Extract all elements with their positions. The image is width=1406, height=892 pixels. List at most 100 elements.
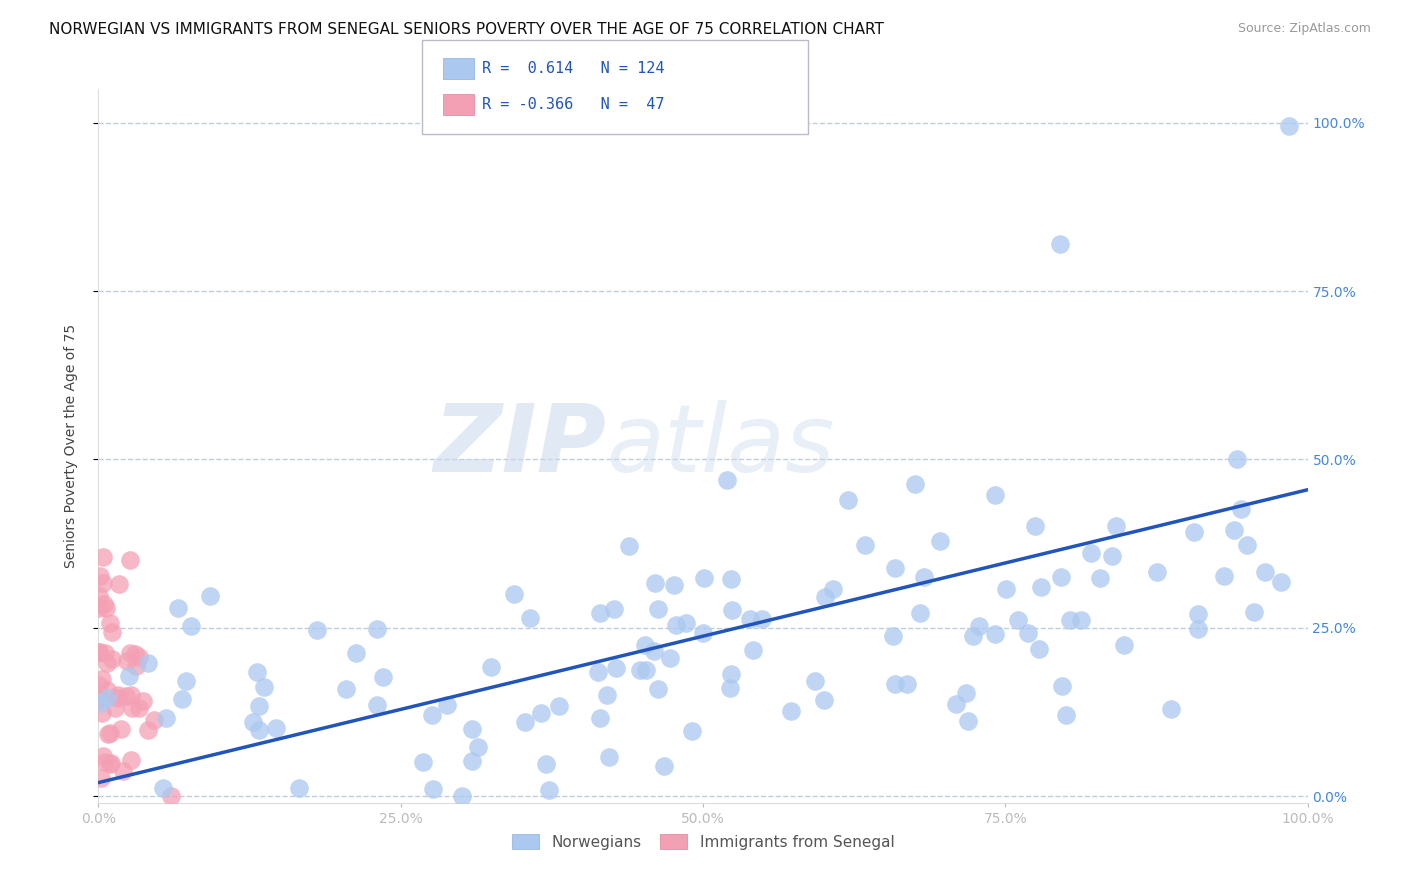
Point [1024, 519, 1046, 533]
Point [172, 691, 194, 706]
Point [412, 755, 434, 769]
Point [1114, 638, 1136, 652]
Point [87, 678, 110, 692]
Point [502, 587, 524, 601]
Point [89, 645, 111, 659]
Point [586, 665, 609, 679]
Point [882, 629, 904, 643]
Point [589, 606, 612, 620]
Point [595, 688, 617, 702]
Point [89, 691, 111, 706]
Point [962, 629, 984, 643]
Point [89, 600, 111, 615]
Point [89, 696, 111, 710]
Point [120, 553, 142, 567]
Point [371, 671, 394, 685]
Point [98, 757, 121, 772]
Point [665, 618, 688, 632]
Point [242, 714, 264, 729]
Point [721, 603, 744, 617]
Point [519, 610, 541, 624]
Point [598, 749, 620, 764]
Point [110, 722, 132, 736]
Point [94, 755, 117, 769]
Point [167, 600, 190, 615]
Point [90, 771, 112, 785]
Point [1254, 565, 1277, 579]
Point [1187, 607, 1209, 622]
Point [335, 682, 357, 697]
Point [128, 701, 150, 715]
Point [93, 749, 115, 764]
Point [644, 575, 666, 590]
Point [115, 654, 138, 668]
Point [266, 721, 288, 735]
Point [96, 683, 118, 698]
Point [118, 646, 141, 660]
Point [121, 700, 143, 714]
Point [287, 781, 309, 796]
Text: NORWEGIAN VS IMMIGRANTS FROM SENEGAL SENIORS POVERTY OVER THE AGE OF 75 CORRELAT: NORWEGIAN VS IMMIGRANTS FROM SENEGAL SEN… [49, 22, 884, 37]
Text: R = -0.366   N =  47: R = -0.366 N = 47 [482, 97, 665, 112]
Point [884, 561, 907, 575]
Point [742, 643, 765, 657]
Point [903, 477, 925, 491]
Point [537, 783, 560, 797]
Point [100, 616, 122, 631]
Point [101, 652, 124, 666]
Legend: Norwegians, Immigrants from Senegal: Norwegians, Immigrants from Senegal [506, 828, 900, 855]
Point [955, 686, 977, 700]
Point [929, 533, 952, 548]
Point [100, 756, 122, 770]
Point [120, 688, 142, 702]
Point [693, 571, 716, 585]
Point [634, 638, 657, 652]
Point [1278, 120, 1301, 134]
Point [89, 568, 111, 582]
Point [97, 727, 120, 741]
Point [643, 644, 665, 658]
Point [718, 681, 741, 696]
Point [111, 764, 134, 778]
Point [91, 575, 114, 590]
Point [461, 754, 484, 768]
Point [813, 590, 835, 604]
Point [681, 723, 703, 738]
Point [107, 576, 129, 591]
Point [180, 619, 202, 633]
Point [155, 711, 177, 725]
Point [87, 590, 110, 604]
Point [1146, 565, 1168, 579]
Point [589, 711, 612, 725]
Point [420, 708, 443, 723]
Point [467, 740, 489, 755]
Point [450, 789, 472, 803]
Point [967, 619, 990, 633]
Point [751, 611, 773, 625]
Point [884, 676, 907, 690]
Point [89, 645, 111, 659]
Point [813, 693, 835, 707]
Point [249, 723, 271, 737]
Point [94, 646, 117, 660]
Point [96, 657, 118, 671]
Point [1223, 523, 1246, 537]
Point [957, 714, 980, 728]
Point [94, 600, 117, 615]
Point [855, 539, 877, 553]
Point [117, 669, 139, 683]
Point [1050, 570, 1073, 584]
Point [1105, 519, 1128, 533]
Point [994, 582, 1017, 596]
Point [1080, 546, 1102, 560]
Point [479, 660, 502, 674]
Point [658, 650, 681, 665]
Point [136, 656, 159, 670]
Point [1028, 641, 1050, 656]
Point [366, 623, 388, 637]
Point [1088, 571, 1111, 585]
Text: Source: ZipAtlas.com: Source: ZipAtlas.com [1237, 22, 1371, 36]
Point [132, 694, 155, 708]
Text: ZIP: ZIP [433, 400, 606, 492]
Point [647, 681, 669, 696]
